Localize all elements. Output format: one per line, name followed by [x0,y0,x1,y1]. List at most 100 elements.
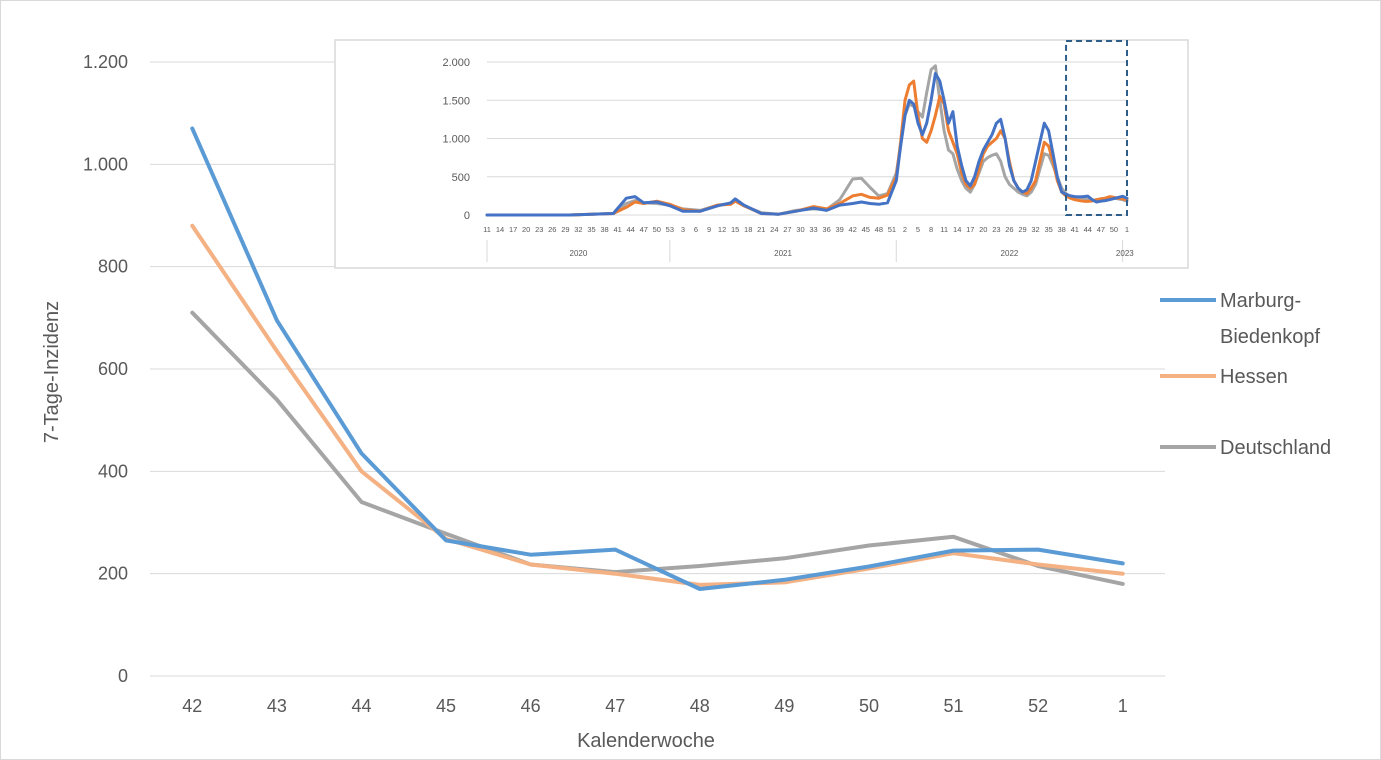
x-tick-label: 42 [182,696,202,716]
inset-x-tick-label: 45 [862,225,870,234]
y-tick-label: 200 [98,564,128,584]
inset-x-tick-label: 6 [694,225,698,234]
inset-x-tick-label: 41 [1071,225,1079,234]
series-line-marburg-biedenkopf [190,126,1125,591]
inset-x-tick-label: 15 [731,225,739,234]
legend-label: Hessen [1220,366,1288,388]
inset-x-tick-label: 17 [509,225,517,234]
x-tick-label: 51 [944,696,964,716]
x-tick-label: 47 [605,696,625,716]
inset-x-tick-label: 29 [561,225,569,234]
inset-x-tick-label: 17 [966,225,974,234]
inset-x-tick-label: 23 [992,225,1000,234]
inset-x-tick-label: 32 [1031,225,1039,234]
inset-x-tick-label: 41 [613,225,621,234]
inset-year-label: 2021 [774,249,792,258]
inset-x-tick-label: 20 [979,225,987,234]
inset-x-tick-label: 11 [940,225,948,234]
inset-x-tick-label: 8 [929,225,933,234]
inset-x-tick-label: 38 [600,225,608,234]
inset-x-tick-label: 9 [707,225,711,234]
inset-x-tick-label: 21 [757,225,765,234]
inset-y-tick-label: 500 [452,172,470,184]
inset-x-tick-label: 38 [1058,225,1066,234]
inset-x-tick-label: 47 [640,225,648,234]
inset-x-tick-label: 47 [1097,225,1105,234]
x-tick-label: 50 [859,696,879,716]
main-y-tick-labels: 0 200 400 600 800 1.000 1.200 [83,52,128,686]
inset-x-tick-label: 50 [1110,225,1118,234]
inset-x-tick-label: 44 [627,225,635,234]
inset-highlight-rect [1065,40,1128,216]
y-tick-label: 1.200 [83,52,128,72]
inset-series-lines [485,64,1129,217]
inset-x-tick-label: 48 [875,225,883,234]
inset-x-tick-label: 35 [1044,225,1052,234]
inset-x-tick-label: 26 [1005,225,1013,234]
inset-x-tick-label: 27 [783,225,791,234]
inset-y-tick-labels: 0 500 1.000 1.500 2.000 [442,57,470,222]
x-tick-label: 46 [521,696,541,716]
legend: Marburg- Biedenkopf Hessen Deutschland [1160,290,1331,459]
inset-x-tick-label: 51 [888,225,896,234]
y-axis-title: 7-Tage-Inzidenz [41,301,63,443]
inset-x-tick-label: 53 [666,225,674,234]
inset-year-label: 2020 [570,249,588,258]
inset-x-tick-labels: 11 14 17 20 23 26 29 32 35 38 41 44 47 50 53 3 6 9 12 15 18 2… [483,225,1129,234]
inset-x-tick-label: 14 [953,225,961,234]
inset-x-tick-label: 36 [822,225,830,234]
legend-label: Deutschland [1220,437,1331,459]
y-tick-label: 0 [118,666,128,686]
series-line-hessen [190,223,1125,587]
inset-series-line-hessen [485,79,1129,217]
inset-x-tick-label: 26 [548,225,556,234]
inset-x-tick-label: 18 [744,225,752,234]
x-tick-label: 52 [1028,696,1048,716]
inset-x-tick-label: 5 [916,225,920,234]
legend-label: Marburg- [1220,290,1301,312]
inset-x-tick-label: 44 [1084,225,1092,234]
inset-year-label: 2022 [1001,249,1019,258]
x-tick-label: 49 [774,696,794,716]
inset-y-tick-label: 2.000 [442,57,470,69]
inset-x-tick-label: 42 [849,225,857,234]
inset-x-tick-label: 30 [796,225,804,234]
main-series-lines [190,126,1125,591]
inset-x-tick-label: 1 [1125,225,1129,234]
inset-x-tick-label: 50 [653,225,661,234]
legend-label: Biedenkopf [1220,326,1321,348]
inset-x-tick-label: 24 [770,225,778,234]
inset-series-line-marburg-biedenkopf [485,72,1129,217]
inset-x-tick-label: 11 [483,225,491,234]
y-tick-label: 400 [98,461,128,481]
inset-y-tick-label: 1.000 [442,134,470,146]
inset-x-tick-label: 2 [903,225,907,234]
inset-year-label: 2023 [1116,249,1134,258]
x-tick-label: 48 [690,696,710,716]
inset-x-tick-label: 12 [718,225,726,234]
inset-x-tick-label: 14 [496,225,504,234]
inset-x-tick-label: 29 [1018,225,1026,234]
x-tick-label: 44 [351,696,371,716]
inset-highlight-box [1065,40,1128,216]
inset-x-tick-label: 20 [522,225,530,234]
inset-x-tick-label: 39 [835,225,843,234]
inset-year-labels: 2020 2021 2022 2023 [486,240,1134,262]
inset-x-tick-label: 35 [587,225,595,234]
inset-x-tick-label: 33 [809,225,817,234]
inset-y-tick-label: 1.500 [442,95,470,107]
y-tick-label: 600 [98,359,128,379]
x-tick-label: 45 [436,696,456,716]
inset-x-tick-label: 23 [535,225,543,234]
series-line-deutschland [190,310,1125,586]
x-tick-label: 1 [1118,696,1128,716]
y-tick-label: 1.000 [83,154,128,174]
x-tick-label: 43 [267,696,287,716]
y-tick-label: 800 [98,257,128,277]
inset-y-tick-label: 0 [464,210,470,222]
main-x-tick-labels: 42 43 44 45 46 47 48 49 50 51 52 1 [182,696,1127,716]
inset-x-tick-label: 32 [574,225,582,234]
inset-x-tick-label: 3 [681,225,685,234]
